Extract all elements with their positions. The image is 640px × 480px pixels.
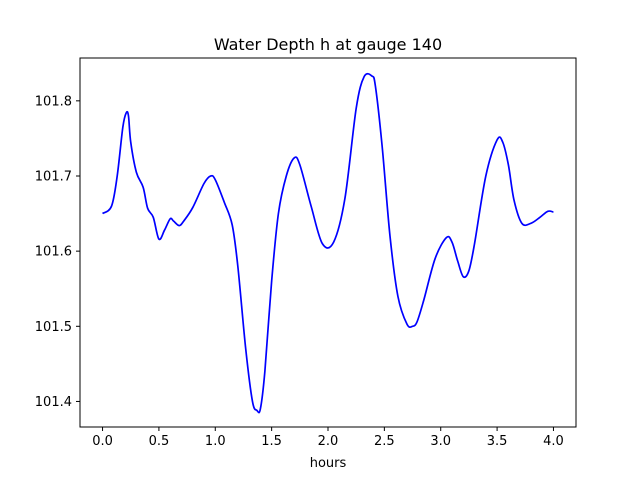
x-tick-label: 4.0 [543, 434, 564, 449]
x-axis: 0.0 0.5 1.0 1.5 2.0 2.5 3.0 3.5 4.0 [92, 427, 564, 449]
x-tick-label: 0.0 [92, 434, 113, 449]
chart-title: Water Depth h at gauge 140 [214, 35, 442, 54]
x-tick-label: 2.0 [318, 434, 339, 449]
x-tick-label: 1.0 [205, 434, 226, 449]
y-tick-label: 101.4 [35, 395, 72, 410]
x-tick-label: 3.0 [430, 434, 451, 449]
y-tick-label: 101.7 [35, 169, 72, 184]
x-tick-label: 2.5 [374, 434, 395, 449]
y-axis: 101.4 101.5 101.6 101.7 101.8 [35, 94, 80, 410]
plot-frame [79, 57, 577, 428]
y-tick-label: 101.6 [35, 245, 72, 260]
x-tick-label: 0.5 [149, 434, 170, 449]
series-layer [102, 72, 554, 414]
x-axis-label: hours [310, 456, 347, 471]
series-line-0 [102, 72, 554, 414]
x-tick-label: 3.5 [487, 434, 508, 449]
y-tick-label: 101.5 [35, 320, 72, 335]
y-tick-label: 101.8 [35, 94, 72, 109]
x-tick-label: 1.5 [261, 434, 282, 449]
